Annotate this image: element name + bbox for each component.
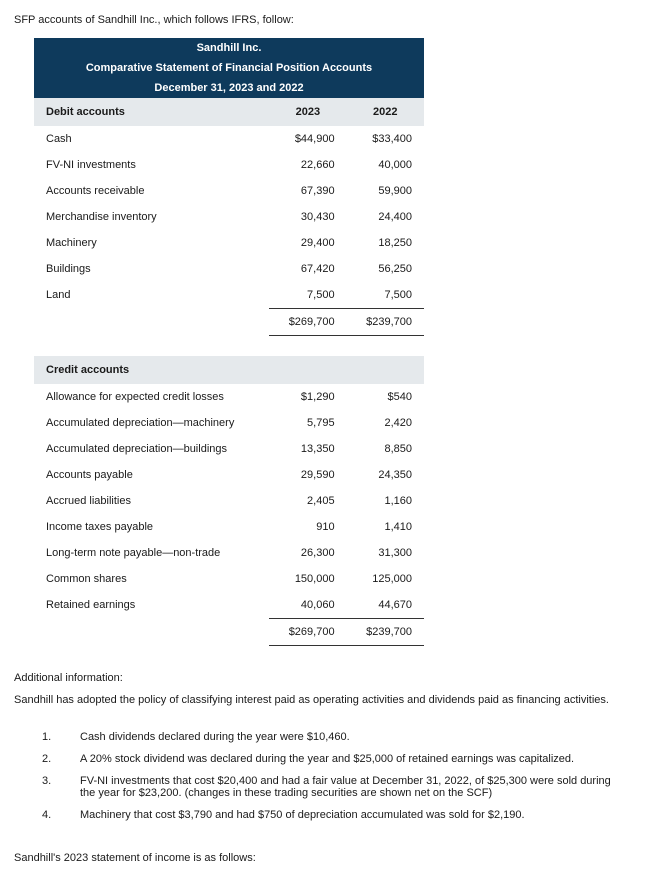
table-row-y2: 2,420	[347, 410, 424, 436]
table-row-y1: 13,350	[269, 436, 346, 462]
table-row-y1: 26,300	[269, 540, 346, 566]
table-row-label: Accumulated depreciation—machinery	[34, 410, 269, 436]
table-row-y1: 910	[269, 514, 346, 540]
table-row-label: Machinery	[34, 230, 269, 256]
financial-table: Sandhill Inc. Comparative Statement of F…	[34, 38, 424, 646]
credit-total-label	[34, 619, 269, 646]
table-row-y1: 29,590	[269, 462, 346, 488]
table-row-label: Income taxes payable	[34, 514, 269, 540]
note-text: A 20% stock dividend was declared during…	[72, 748, 634, 770]
debit-section-header: Debit accounts	[34, 98, 269, 126]
table-row-label: Cash	[34, 126, 269, 152]
table-row-y1: 30,430	[269, 204, 346, 230]
table-row-y2: 40,000	[347, 152, 424, 178]
table-row-y1: 2,405	[269, 488, 346, 514]
table-row-y1: $1,290	[269, 384, 346, 410]
table-row-y1: $44,900	[269, 126, 346, 152]
note-text: FV-NI investments that cost $20,400 and …	[72, 770, 634, 804]
debit-total-y2: $239,700	[347, 309, 424, 336]
closing-text: Sandhill's 2023 statement of income is a…	[14, 852, 653, 864]
table-row-y1: 40,060	[269, 592, 346, 619]
table-row-label: Accounts receivable	[34, 178, 269, 204]
table-row-y1: 67,390	[269, 178, 346, 204]
debit-total-y1: $269,700	[269, 309, 346, 336]
table-row-y1: 29,400	[269, 230, 346, 256]
additional-info-label: Additional information:	[14, 672, 653, 684]
table-row-label: Accumulated depreciation—buildings	[34, 436, 269, 462]
table-row-y2: $33,400	[347, 126, 424, 152]
table-row-label: Retained earnings	[34, 592, 269, 619]
year-col-2: 2022	[347, 98, 424, 126]
table-row-label: Allowance for expected credit losses	[34, 384, 269, 410]
company-name: Sandhill Inc.	[34, 38, 424, 58]
table-row-label: Accounts payable	[34, 462, 269, 488]
table-row-y2: 8,850	[347, 436, 424, 462]
table-row-y2: 24,400	[347, 204, 424, 230]
table-row-y1: 67,420	[269, 256, 346, 282]
table-row-y1: 150,000	[269, 566, 346, 592]
note-number: 3.	[34, 770, 72, 804]
table-row-label: FV-NI investments	[34, 152, 269, 178]
credit-section-header: Credit accounts	[34, 356, 424, 384]
statement-dates: December 31, 2023 and 2022	[34, 78, 424, 98]
table-row-y2: 125,000	[347, 566, 424, 592]
debit-total-label	[34, 309, 269, 336]
table-row-y2: 1,410	[347, 514, 424, 540]
table-row-label: Buildings	[34, 256, 269, 282]
table-row-y1: 5,795	[269, 410, 346, 436]
table-row-label: Merchandise inventory	[34, 204, 269, 230]
table-row-y2: $540	[347, 384, 424, 410]
table-row-label: Long-term note payable—non-trade	[34, 540, 269, 566]
table-row-y2: 1,160	[347, 488, 424, 514]
year-col-1: 2023	[269, 98, 346, 126]
note-text: Machinery that cost $3,790 and had $750 …	[72, 804, 634, 826]
credit-total-y2: $239,700	[347, 619, 424, 646]
section-gap	[34, 336, 424, 357]
table-row-label: Accrued liabilities	[34, 488, 269, 514]
table-row-label: Common shares	[34, 566, 269, 592]
notes-list: 1.Cash dividends declared during the yea…	[34, 726, 634, 826]
table-row-y1: 7,500	[269, 282, 346, 309]
table-row-y2: 7,500	[347, 282, 424, 309]
table-row-y1: 22,660	[269, 152, 346, 178]
credit-total-y1: $269,700	[269, 619, 346, 646]
table-row-label: Land	[34, 282, 269, 309]
table-row-y2: 31,300	[347, 540, 424, 566]
note-number: 4.	[34, 804, 72, 826]
note-text: Cash dividends declared during the year …	[72, 726, 634, 748]
note-number: 1.	[34, 726, 72, 748]
note-number: 2.	[34, 748, 72, 770]
table-row-y2: 59,900	[347, 178, 424, 204]
intro-text: SFP accounts of Sandhill Inc., which fol…	[14, 14, 653, 26]
statement-title: Comparative Statement of Financial Posit…	[34, 58, 424, 78]
table-row-y2: 56,250	[347, 256, 424, 282]
policy-text: Sandhill has adopted the policy of class…	[14, 694, 653, 706]
table-row-y2: 44,670	[347, 592, 424, 619]
table-row-y2: 18,250	[347, 230, 424, 256]
table-row-y2: 24,350	[347, 462, 424, 488]
